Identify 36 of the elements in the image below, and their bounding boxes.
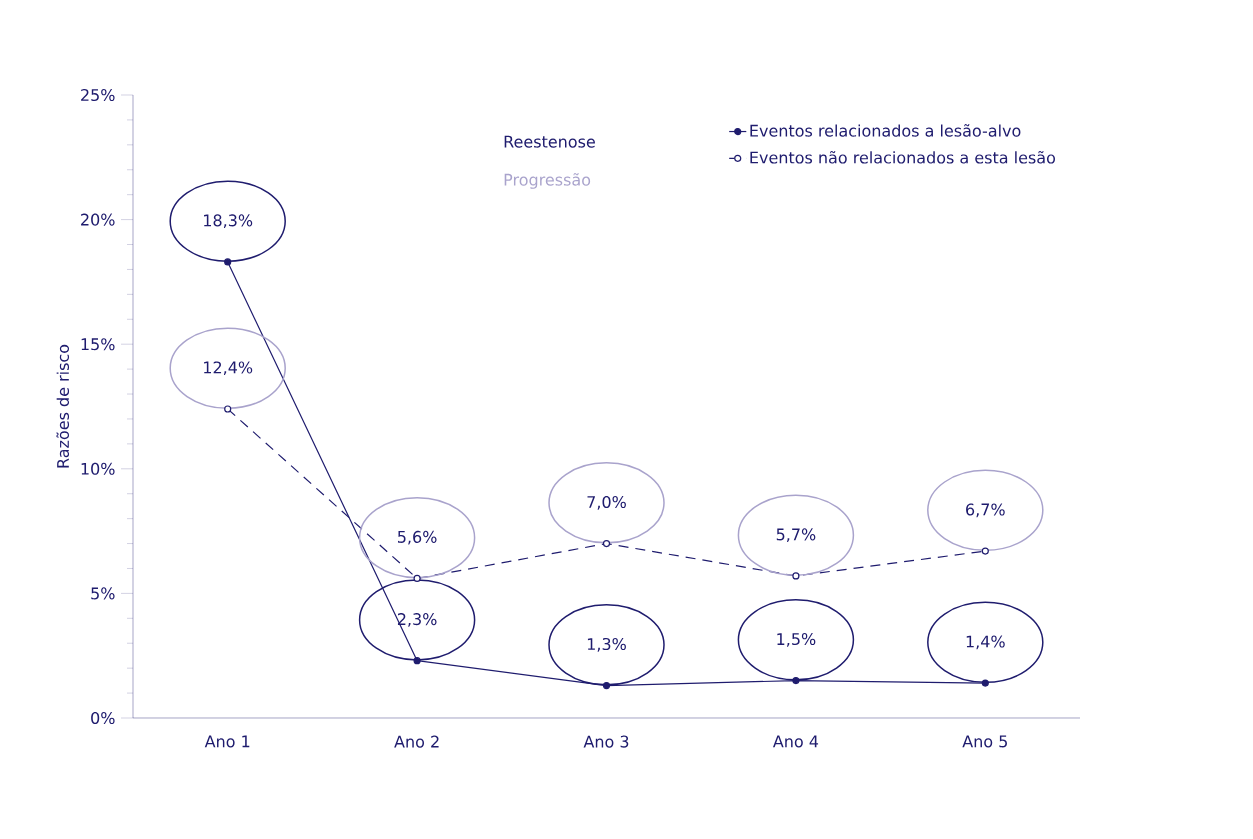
- data-label: 2,3%: [397, 613, 437, 627]
- y-tick-label: 25%: [81, 88, 115, 102]
- data-label: 1,3%: [587, 637, 626, 652]
- x-tick-label: Ano 2: [394, 735, 439, 748]
- legend-label: Eventos não relacionados a esta lesão: [750, 150, 1056, 164]
- point: [224, 258, 232, 266]
- annotation: Reestenose: [504, 135, 595, 148]
- point: [981, 679, 989, 687]
- point: [602, 539, 611, 548]
- data-label: 6,7%: [966, 503, 1005, 518]
- annotation: Progressão: [504, 173, 591, 189]
- y-tick-label: 5%: [91, 587, 115, 600]
- x-tick-label: Ano 1: [204, 735, 250, 748]
- point: [413, 574, 421, 583]
- y-tick-label: 20%: [81, 213, 115, 226]
- legend-label: Eventos relacionados a lesão-alvo: [750, 124, 1021, 137]
- point: [224, 405, 232, 413]
- x-tick-label: Ano 3: [583, 735, 629, 748]
- data-label: 5,7%: [776, 528, 816, 543]
- y-tick-label: 15%: [81, 338, 115, 351]
- data-label: 5,6%: [398, 530, 437, 545]
- y-tick-label: 0%: [91, 711, 115, 725]
- y-axis-title: Razões de risco: [56, 344, 70, 468]
- x-tick-label: Ano 4: [772, 735, 819, 748]
- data-label: 1,4%: [966, 635, 1005, 650]
- data-label: 7,0%: [587, 495, 626, 510]
- x-tick-label: Ano 5: [962, 735, 1007, 748]
- point: [413, 657, 421, 665]
- data-label: 1,5%: [777, 633, 816, 647]
- point: [792, 572, 800, 580]
- y-tick-label: 10%: [81, 462, 115, 475]
- point: [981, 547, 989, 555]
- data-label: 12,4%: [204, 361, 253, 376]
- point: [602, 682, 611, 690]
- data-label: 18,3%: [204, 214, 253, 229]
- point: [792, 677, 800, 685]
